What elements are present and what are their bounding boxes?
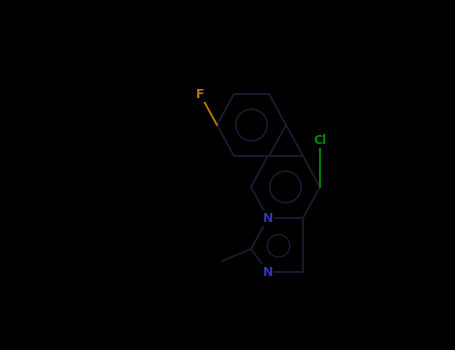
Text: N: N	[263, 266, 273, 279]
Text: N: N	[263, 211, 273, 224]
Text: F: F	[196, 88, 204, 100]
Text: Cl: Cl	[313, 133, 327, 147]
